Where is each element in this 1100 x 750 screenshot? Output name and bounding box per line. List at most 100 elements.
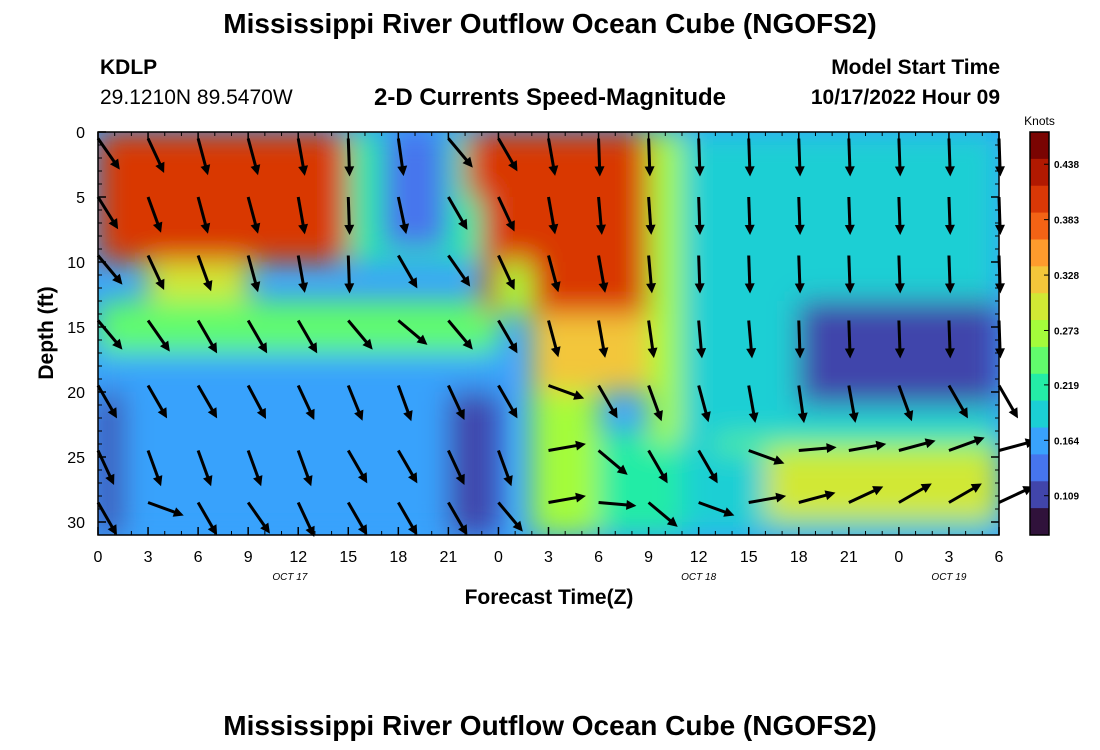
x-tick-label: 15 — [740, 549, 758, 566]
current-vector — [96, 196, 119, 230]
chart-title-bottom: Mississippi River Outflow Ocean Cube (NG… — [223, 710, 877, 741]
current-vector — [246, 501, 270, 534]
current-vector — [497, 501, 523, 532]
heatmap-region — [498, 262, 532, 314]
heatmap-region — [98, 301, 499, 353]
current-vector — [548, 492, 586, 504]
colorbar-swatch — [1030, 239, 1049, 267]
colorbar-swatch — [1030, 373, 1049, 402]
current-vector — [447, 137, 473, 168]
current-vector — [547, 196, 559, 235]
current-vector — [497, 449, 513, 487]
current-vector — [744, 255, 755, 294]
colorbar-tick-label: 0.383 — [1054, 216, 1079, 227]
current-vector — [397, 254, 418, 289]
current-vector — [96, 449, 115, 485]
current-vector — [296, 255, 309, 293]
x-tick-label: 18 — [790, 549, 808, 566]
current-vector — [296, 196, 309, 235]
current-vector — [694, 196, 705, 235]
current-vector — [844, 196, 855, 235]
x-axis-label: Forecast Time(Z) — [465, 586, 634, 609]
current-vector — [944, 196, 955, 235]
current-vector — [246, 319, 268, 354]
current-vector — [798, 443, 837, 454]
current-vector — [694, 255, 705, 294]
current-vector — [898, 438, 936, 452]
current-vector — [548, 440, 586, 452]
current-vector — [797, 385, 808, 424]
current-vector — [497, 254, 515, 290]
current-vector — [844, 255, 855, 294]
current-vector — [347, 319, 373, 350]
current-vector — [748, 492, 787, 504]
current-vector — [96, 319, 123, 350]
current-vector — [944, 138, 955, 177]
current-vector — [597, 255, 609, 293]
current-vector — [447, 319, 473, 350]
colorbar-swatch — [1030, 320, 1049, 348]
current-vector — [346, 449, 368, 484]
current-vector — [696, 320, 707, 359]
date-label: OCT 17 — [272, 572, 307, 583]
current-vectors — [96, 137, 1036, 537]
chart-title: Mississippi River Outflow Ocean Cube (NG… — [223, 8, 877, 39]
current-vector — [146, 254, 165, 290]
current-vector — [196, 254, 213, 292]
current-vector — [196, 319, 218, 354]
current-vector — [497, 137, 518, 172]
current-vector — [947, 384, 968, 419]
x-tick-label: 6 — [194, 549, 203, 566]
current-vector — [196, 196, 211, 234]
current-vector — [794, 138, 805, 177]
colorbar-swatch — [1030, 481, 1049, 509]
current-vector — [997, 384, 1018, 419]
y-tick-label: 10 — [67, 255, 85, 272]
y-tick-label: 15 — [67, 320, 85, 337]
x-tick-label: 0 — [94, 549, 103, 566]
current-vector — [246, 449, 263, 487]
current-vector — [647, 384, 663, 422]
current-vector — [344, 138, 355, 177]
heatmap-region — [381, 132, 449, 249]
y-tick-label: 5 — [76, 190, 85, 207]
current-vector — [746, 320, 757, 359]
colorbar-swatch — [1030, 346, 1049, 375]
current-vector — [597, 320, 609, 358]
colorbar-swatch — [1030, 508, 1049, 536]
current-vector — [397, 319, 428, 345]
current-vector — [744, 138, 755, 177]
station-coordinates: 29.1210N 89.5470W — [100, 86, 293, 109]
current-vector — [844, 138, 855, 177]
current-vector — [897, 384, 914, 422]
current-vector — [647, 501, 678, 527]
current-vector — [497, 319, 518, 354]
colorbar-swatch — [1030, 266, 1049, 294]
x-tick-label: 21 — [439, 549, 457, 566]
current-vector — [447, 254, 471, 287]
x-tick-label: 18 — [389, 549, 407, 566]
current-vector — [844, 320, 855, 359]
model-start-time: 10/17/2022 Hour 09 — [810, 86, 1000, 109]
station-id: KDLP — [100, 56, 158, 79]
current-vector — [196, 449, 213, 487]
current-vector — [547, 255, 561, 293]
colorbar-swatch — [1030, 400, 1049, 429]
current-vector — [547, 138, 559, 176]
current-vector — [697, 449, 718, 484]
heatmap-region — [765, 450, 999, 522]
heatmap-region — [715, 418, 999, 438]
y-tick-label: 25 — [67, 450, 85, 467]
current-vector — [396, 138, 408, 177]
current-vector — [96, 254, 123, 285]
current-vector — [96, 384, 117, 419]
chart-subtitle: 2-D Currents Speed-Magnitude — [373, 84, 727, 111]
colorbar-label: Knots — [1024, 114, 1055, 128]
colorbar-tick-label: 0.438 — [1054, 160, 1079, 171]
current-vector — [794, 196, 805, 235]
heatmap-region — [648, 132, 682, 444]
current-vector — [647, 449, 668, 484]
colorbar-swatch — [1030, 158, 1049, 187]
current-vector — [847, 385, 859, 423]
